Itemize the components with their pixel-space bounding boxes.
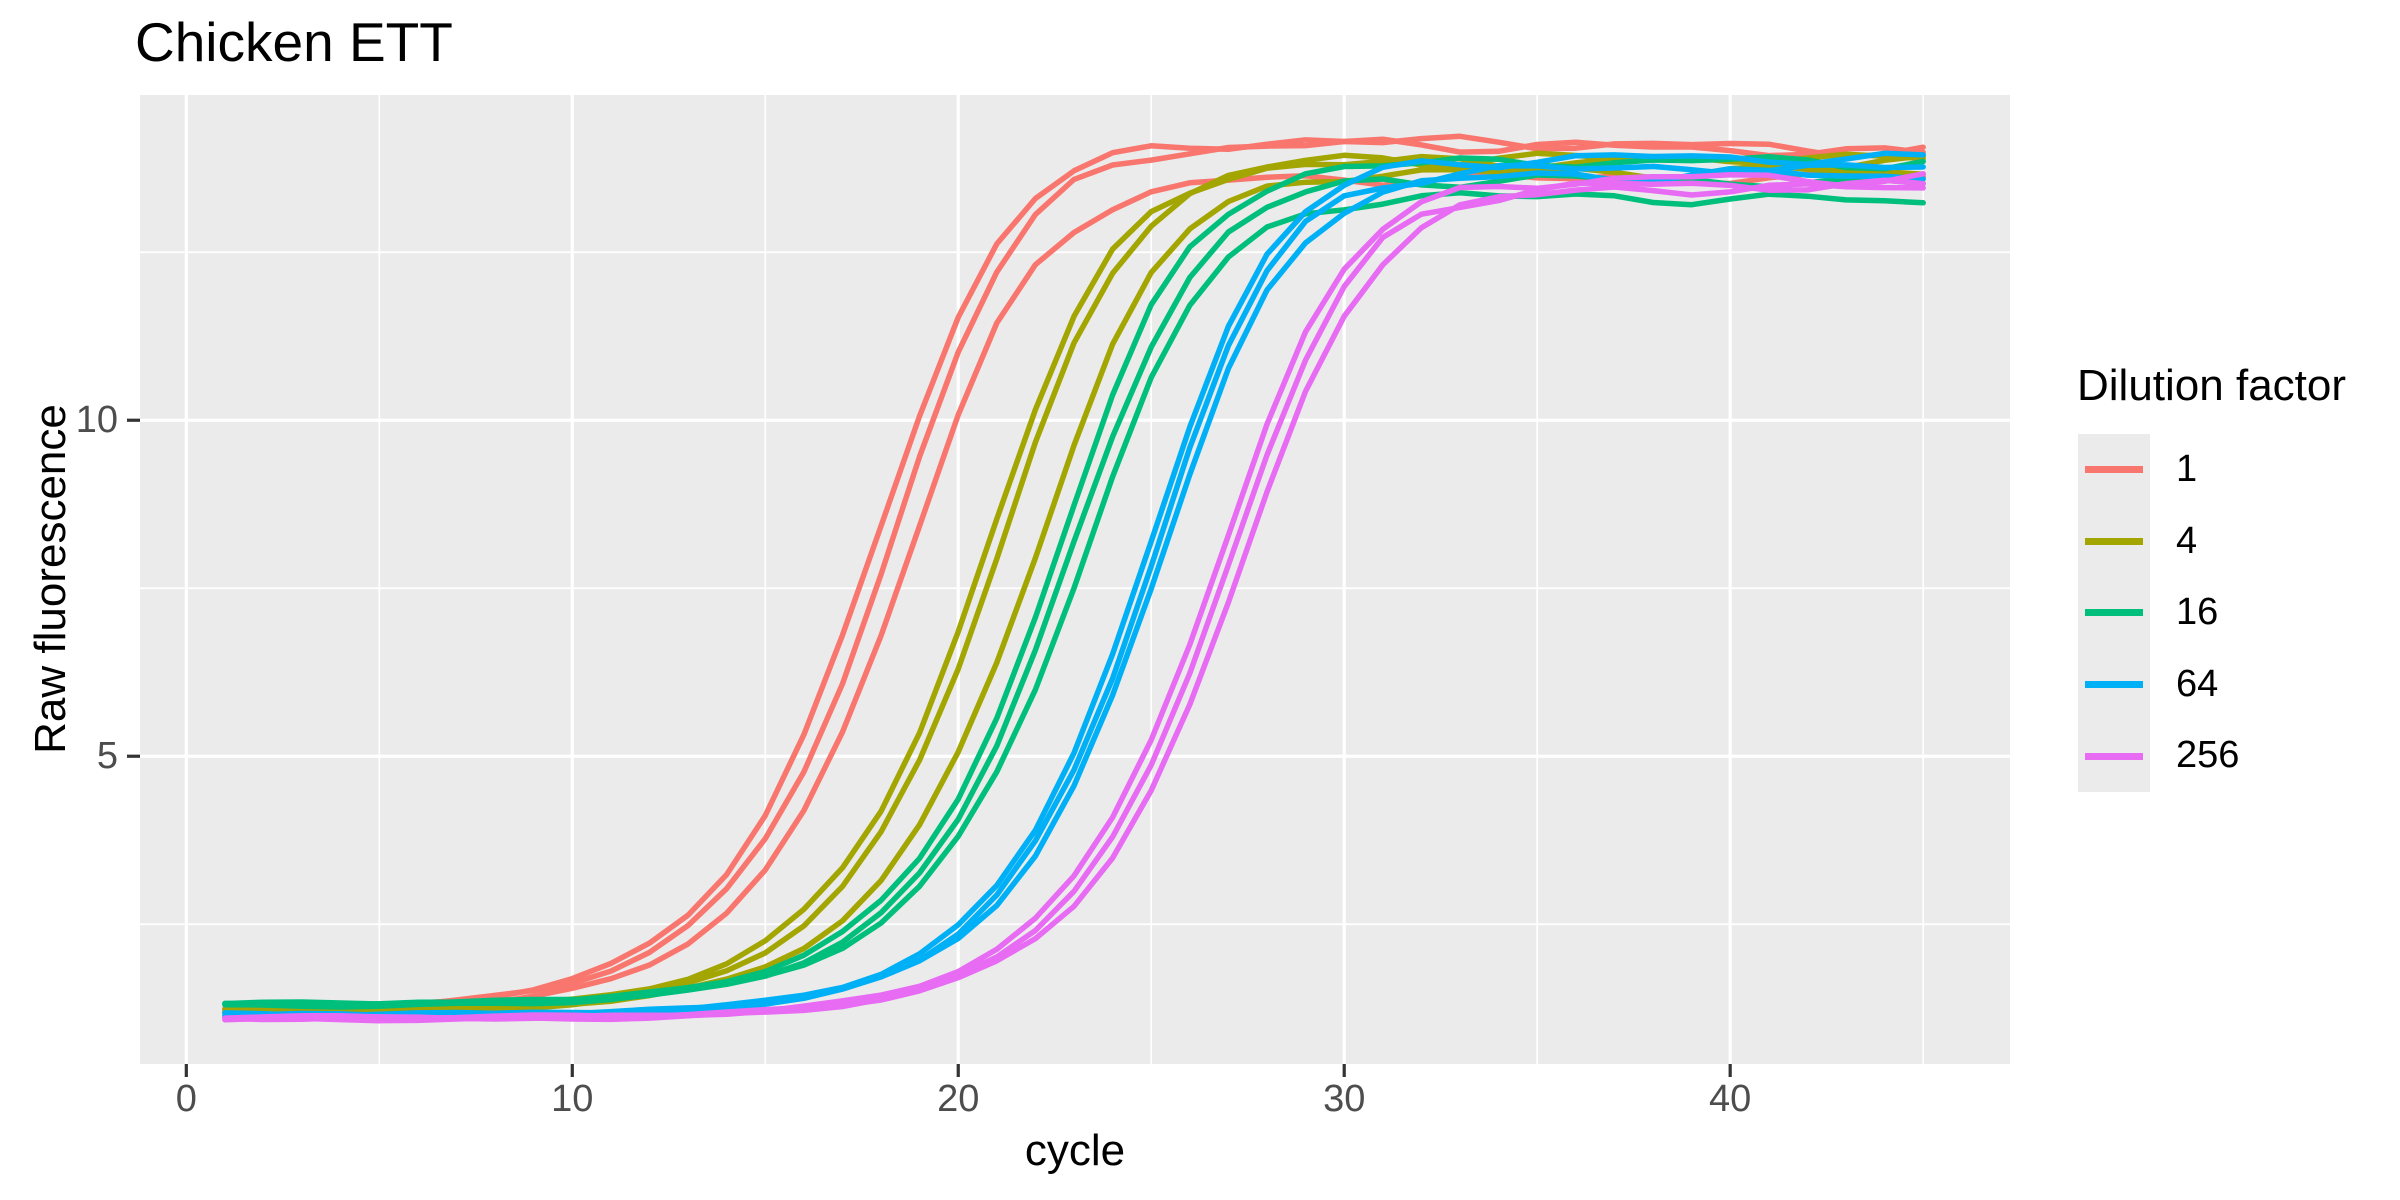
legend-title: Dilution factor (2077, 361, 2347, 410)
legend-entry-1: 1 (2078, 434, 2239, 506)
legend-label: 1 (2176, 448, 2198, 490)
x-axis-title: cycle (1024, 1126, 1126, 1175)
legend-key (2078, 505, 2150, 578)
y-axis-title: Raw fluorescence (26, 404, 75, 754)
plot-title: Chicken ETT (135, 11, 453, 73)
x-tick-label-30: 30 (1323, 1078, 1366, 1120)
legend-label: 256 (2176, 734, 2240, 777)
legend-key-line-icon (2085, 681, 2143, 689)
legend-key (2078, 434, 2150, 506)
legend-key-line-icon (2085, 537, 2143, 545)
curve-dilution-1-rep2 (222, 136, 1926, 1012)
legend-entry-16: 16 (2078, 577, 2239, 649)
legend-key (2078, 577, 2150, 649)
legend-key (2078, 720, 2150, 792)
legend-entry-256: 256 (2078, 720, 2239, 792)
x-tick-label-10: 10 (551, 1078, 594, 1120)
legend: 1 4 16 64 256 (2078, 434, 2239, 792)
legend-key (2078, 648, 2150, 721)
x-tick-label-0: 0 (175, 1078, 197, 1120)
legend-label: 16 (2176, 591, 2219, 634)
legend-label: 64 (2176, 662, 2219, 705)
legend-label: 4 (2176, 519, 2198, 562)
legend-key-line-icon (2085, 466, 2143, 474)
curve-dilution-256-rep3 (222, 181, 1926, 1021)
legend-key-line-icon (2085, 752, 2143, 760)
legend-entry-64: 64 (2078, 648, 2239, 721)
x-tick-label-40: 40 (1709, 1078, 1752, 1120)
y-tick-label-5: 5 (96, 735, 118, 778)
curve-dilution-16-rep3 (222, 190, 1926, 1007)
y-tick-label-10: 10 (75, 399, 118, 442)
legend-key-line-icon (2085, 609, 2143, 617)
x-tick-label-20: 20 (937, 1078, 980, 1120)
legend-entry-4: 4 (2078, 505, 2239, 578)
